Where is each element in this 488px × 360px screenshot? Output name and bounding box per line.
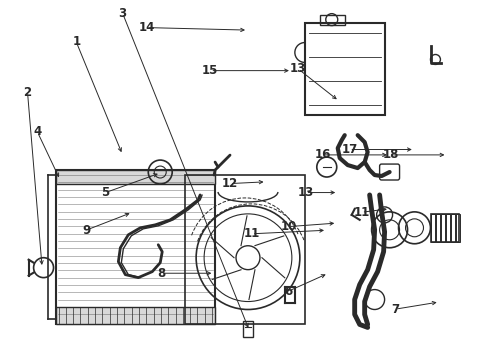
Text: 15: 15 xyxy=(202,64,218,77)
Text: 9: 9 xyxy=(81,224,90,237)
Bar xyxy=(430,214,435,242)
Text: 18: 18 xyxy=(382,148,398,161)
Text: 10: 10 xyxy=(280,220,296,233)
Text: 3: 3 xyxy=(118,7,126,20)
Text: 13: 13 xyxy=(289,62,305,75)
Text: 1: 1 xyxy=(72,35,80,49)
Bar xyxy=(56,170,215,324)
Text: 7: 7 xyxy=(391,303,399,316)
Text: 17: 17 xyxy=(341,143,357,156)
Bar xyxy=(243,321,252,337)
Text: 11: 11 xyxy=(243,227,260,240)
Text: 2: 2 xyxy=(23,86,32,99)
Bar xyxy=(441,214,445,242)
Text: 5: 5 xyxy=(101,186,109,199)
Bar xyxy=(450,214,454,242)
Text: 13: 13 xyxy=(297,186,313,199)
Bar xyxy=(304,23,384,115)
Bar xyxy=(56,170,215,184)
Text: 14: 14 xyxy=(139,21,155,34)
Bar xyxy=(436,214,440,242)
Text: 8: 8 xyxy=(157,267,165,280)
Bar xyxy=(319,15,344,24)
Bar xyxy=(56,306,215,324)
Text: 16: 16 xyxy=(314,148,330,161)
Text: 4: 4 xyxy=(33,125,41,138)
Bar xyxy=(446,214,449,242)
Bar xyxy=(185,175,304,324)
Text: 12: 12 xyxy=(221,177,238,190)
Text: 6: 6 xyxy=(284,285,292,298)
Bar xyxy=(455,214,459,242)
Bar xyxy=(430,214,458,242)
Text: 11: 11 xyxy=(353,206,369,219)
